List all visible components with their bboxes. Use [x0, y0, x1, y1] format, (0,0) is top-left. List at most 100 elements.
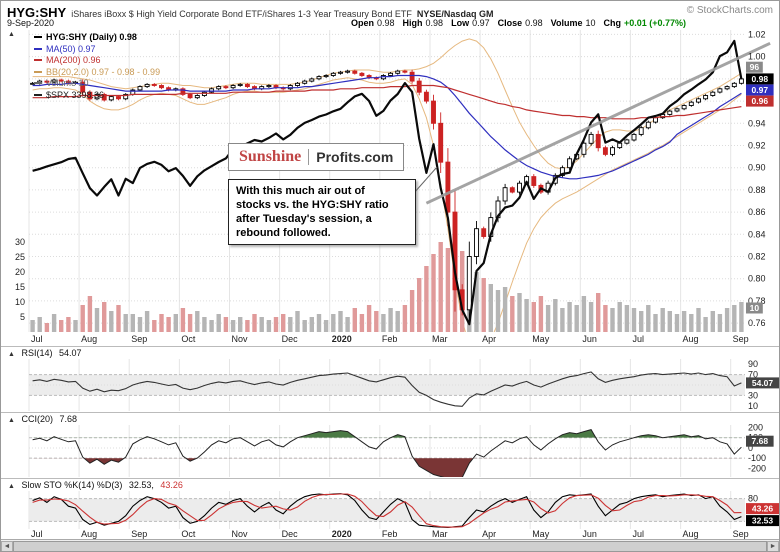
legend-label: Volume 10: [46, 78, 89, 88]
ma200-line: [32, 84, 742, 120]
svg-text:Apr: Apr: [482, 334, 496, 344]
collapse-triangle-icon[interactable]: ▲: [8, 351, 15, 358]
svg-text:2020: 2020: [332, 529, 352, 539]
svg-text:0.96: 0.96: [752, 96, 769, 106]
symbol-description: iShares iBoxx $ High Yield Corporate Bon…: [71, 9, 412, 19]
svg-text:Jul: Jul: [632, 529, 644, 539]
svg-text:Oct: Oct: [181, 529, 196, 539]
quote-row: 9-Sep-2020 Open 0.98 High 0.98 Low 0.97 Close 0…: [7, 18, 773, 29]
svg-text:20: 20: [15, 267, 25, 277]
svg-text:Jul: Jul: [31, 334, 43, 344]
rsi-panel-label: ▲ RSI(14) 54.07: [8, 348, 82, 358]
cci-line: [32, 429, 742, 477]
quote-volume-value: 10: [585, 18, 596, 28]
legend-label: BB(20,2.0) 0.97 - 0.98 - 0.99: [46, 66, 161, 77]
sto-d-value: 43.26: [160, 480, 183, 490]
price-axis-box-96: 96: [746, 61, 763, 73]
bollinger-bands: [32, 38, 742, 332]
svg-text:Jul: Jul: [31, 529, 43, 539]
quote-close-value: 0.98: [525, 18, 543, 28]
legend-swatch-icon: [34, 36, 42, 38]
price-axis-box-0.97: 0.97: [746, 84, 774, 96]
horizontal-scrollbar[interactable]: ◄ ►: [1, 539, 779, 551]
ma50-line: [32, 74, 742, 180]
svg-text:Jun: Jun: [582, 334, 597, 344]
svg-text:90: 90: [748, 359, 758, 369]
cci-negative-fill: [83, 458, 474, 478]
svg-text:96: 96: [750, 62, 760, 72]
svg-text:32.53: 32.53: [752, 516, 774, 526]
rsi-label: RSI(14): [21, 348, 53, 358]
sto-d-line: [32, 493, 742, 528]
annotation-line: With this much air out of: [236, 185, 365, 197]
sto-k-axis-box: 32.53: [746, 515, 779, 527]
scrollbar-left-arrow-icon[interactable]: ◄: [1, 541, 13, 551]
spx-overlay-line: [32, 39, 743, 326]
svg-text:70: 70: [748, 370, 758, 380]
cci-positive-fill: [32, 429, 742, 438]
svg-text:0.97: 0.97: [752, 85, 769, 95]
svg-text:10: 10: [750, 303, 760, 313]
gridlines: [28, 30, 745, 529]
annotation-pointer-line: [413, 166, 438, 194]
svg-text:15: 15: [15, 282, 25, 292]
legend-label: MA(200) 0.96: [46, 55, 101, 65]
legend-label: $SPX 3398.36: [46, 89, 105, 100]
svg-text:80: 80: [748, 494, 758, 504]
legend-label: HYG:SHY (Daily) 0.98: [46, 32, 137, 42]
legend-swatch-icon: [34, 93, 42, 96]
svg-text:200: 200: [748, 423, 763, 433]
svg-text:Nov: Nov: [231, 529, 248, 539]
svg-text:0.98: 0.98: [752, 74, 769, 84]
quote-volume-label: Volume: [550, 18, 583, 28]
quote-open-label: Open: [351, 18, 375, 28]
svg-text:Jul: Jul: [632, 334, 644, 344]
collapse-triangle-icon[interactable]: ▲: [8, 31, 15, 38]
svg-text:Sep: Sep: [131, 334, 147, 344]
svg-text:Sep: Sep: [733, 334, 749, 344]
quote-chg-value: +0.01 (+0.77%): [624, 18, 687, 28]
svg-text:0.78: 0.78: [748, 296, 766, 306]
legend-swatch-icon: [34, 47, 42, 50]
chart-date: 9-Sep-2020: [7, 18, 55, 28]
svg-text:May: May: [532, 334, 550, 344]
svg-text:Aug: Aug: [683, 529, 699, 539]
svg-text:Aug: Aug: [683, 334, 699, 344]
scrollbar-right-arrow-icon[interactable]: ►: [767, 541, 779, 551]
svg-text:Dec: Dec: [282, 529, 299, 539]
legend-item: MA(50) 0.97: [34, 44, 160, 56]
logo-sunshine-text: Sunshine: [239, 148, 302, 165]
price-axis-box-0.98: 0.98: [746, 73, 774, 85]
svg-text:7.68: 7.68: [752, 436, 769, 446]
collapse-triangle-icon[interactable]: ▲: [8, 417, 15, 424]
sto-d-axis-box: 43.26: [746, 503, 779, 515]
sto-k-line: [32, 493, 742, 529]
volume-axis-box: 10: [746, 302, 763, 314]
trendline: [425, 41, 771, 205]
annotation-line: rebound followed.: [236, 227, 331, 239]
svg-text:0.76: 0.76: [748, 318, 766, 328]
svg-text:5: 5: [20, 312, 25, 322]
legend-item: BB(20,2.0) 0.97 - 0.98 - 0.99: [34, 67, 160, 79]
collapse-triangle-icon[interactable]: ▲: [8, 483, 15, 490]
cci-label: CCI(20): [21, 414, 53, 424]
rsi-line: [32, 371, 742, 407]
scrollbar-thumb[interactable]: [13, 541, 767, 551]
y-axis-labels: 1.02 1.00 0.94 0.92 0.90 0.88 0.86 0.84 0.82 0.80…: [15, 29, 766, 526]
cci-value: 7.68: [59, 414, 78, 424]
quote-high-label: High: [402, 18, 423, 28]
ohlc-quote-fields: Open 0.98 High 0.98 Low 0.97 Close 0.98 Volume 10…: [343, 18, 686, 28]
symbol: HYG:SHY: [7, 5, 67, 20]
svg-text:Oct: Oct: [181, 334, 196, 344]
svg-text:0.92: 0.92: [748, 140, 766, 150]
svg-text:Mar: Mar: [432, 334, 448, 344]
svg-text:1.00: 1.00: [748, 52, 766, 62]
legend-item: Volume 10: [34, 78, 160, 90]
rsi-value: 54.07: [58, 348, 82, 358]
cci-axis-box: 7.68: [746, 435, 774, 447]
logo-divider: [308, 149, 310, 165]
svg-text:-100: -100: [748, 453, 766, 463]
main-legend: HYG:SHY (Daily) 0.98 MA(50) 0.97 MA(200) 0…: [34, 32, 160, 101]
